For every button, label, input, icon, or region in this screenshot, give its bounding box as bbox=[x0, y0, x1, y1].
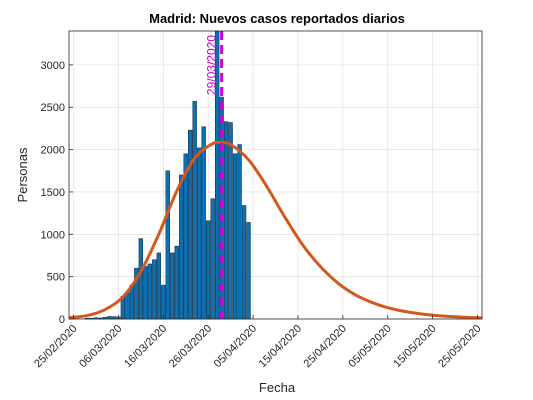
y-tick-label: 500 bbox=[47, 272, 65, 284]
chart-title: Madrid: Nuevos casos reportados diarios bbox=[149, 11, 405, 26]
bar bbox=[237, 144, 242, 320]
bar bbox=[206, 220, 211, 320]
fit-curve bbox=[68, 140, 483, 320]
y-axis-label: Personas bbox=[15, 147, 30, 202]
bar bbox=[246, 222, 251, 320]
bar bbox=[201, 126, 206, 320]
bar bbox=[192, 101, 197, 320]
bar bbox=[170, 252, 175, 320]
peak-date-label: 29/03/2020 bbox=[205, 35, 219, 95]
plot-area bbox=[69, 31, 482, 319]
bar bbox=[156, 252, 161, 320]
y-axis-ticks: 0 500 1000 1500 2000 2500 3000 bbox=[41, 60, 73, 326]
y-tick-label: 1000 bbox=[41, 229, 65, 241]
bar bbox=[143, 266, 148, 320]
y-tick-label: 2000 bbox=[41, 145, 65, 157]
y-tick-label: 0 bbox=[59, 314, 65, 326]
bar bbox=[228, 122, 233, 320]
bar bbox=[138, 238, 143, 320]
y-tick-label: 1500 bbox=[41, 187, 65, 199]
y-tick-label: 3000 bbox=[41, 60, 65, 72]
bar bbox=[174, 245, 179, 320]
bar bbox=[188, 129, 193, 320]
bar bbox=[125, 292, 130, 320]
y-tick-label: 2500 bbox=[41, 102, 65, 114]
bar bbox=[179, 174, 184, 320]
bar bbox=[152, 259, 157, 320]
x-axis-label: Fecha bbox=[259, 380, 296, 395]
bar bbox=[165, 170, 170, 320]
bar bbox=[210, 198, 215, 320]
bar bbox=[232, 153, 238, 320]
plot-frame bbox=[68, 30, 483, 320]
bar bbox=[223, 121, 229, 320]
bar-series bbox=[84, 30, 251, 320]
bar bbox=[147, 263, 152, 320]
bar bbox=[129, 284, 135, 320]
bar bbox=[197, 147, 202, 320]
bar bbox=[161, 284, 166, 320]
bar bbox=[241, 205, 247, 320]
